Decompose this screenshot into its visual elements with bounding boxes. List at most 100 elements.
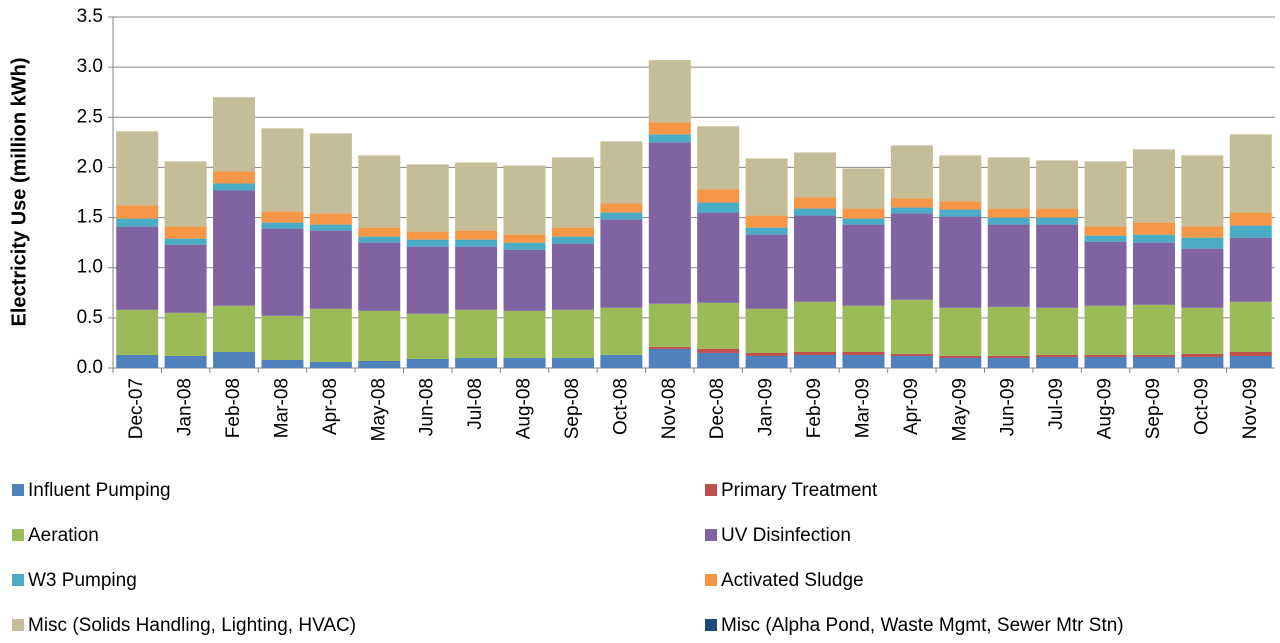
bar-segment bbox=[600, 141, 643, 204]
x-tick-label: Feb-09 bbox=[804, 378, 825, 438]
bar-segment bbox=[164, 355, 207, 368]
bar-segment bbox=[890, 145, 933, 199]
bar-segment bbox=[213, 190, 256, 306]
x-tick-label: Aug-08 bbox=[514, 378, 535, 439]
bar-segment bbox=[116, 354, 159, 368]
bar-segment bbox=[1229, 134, 1272, 213]
bar-segment bbox=[697, 189, 740, 203]
bar-segment bbox=[939, 216, 982, 308]
bar-segment bbox=[261, 128, 304, 212]
bar-segment bbox=[309, 230, 352, 309]
bar-segment bbox=[1181, 155, 1224, 227]
bar-segment bbox=[455, 230, 498, 240]
bar-segment bbox=[213, 351, 256, 368]
bar-segment bbox=[551, 236, 594, 244]
bar-segment bbox=[164, 226, 207, 239]
bar-segment bbox=[745, 352, 788, 356]
bar-segment bbox=[697, 302, 740, 349]
bar-segment bbox=[600, 212, 643, 220]
bar-segment bbox=[939, 355, 982, 358]
bar-segment bbox=[648, 122, 691, 135]
bar-segment bbox=[842, 218, 885, 225]
bar-segment bbox=[116, 205, 159, 219]
bar-segment bbox=[164, 238, 207, 245]
bar-segment bbox=[213, 305, 256, 352]
bar-segment bbox=[890, 213, 933, 300]
bar-segment bbox=[213, 183, 256, 191]
bar-segment bbox=[406, 231, 449, 240]
bar-segment bbox=[697, 348, 740, 353]
bar-segment bbox=[1084, 356, 1127, 368]
bar-segment bbox=[842, 168, 885, 209]
bar-segment bbox=[1181, 237, 1224, 249]
bar-segment bbox=[794, 152, 837, 198]
legend-label: Activated Sludge bbox=[721, 570, 864, 591]
x-tick-label: Oct-09 bbox=[1191, 378, 1212, 435]
bar-segment bbox=[1132, 149, 1175, 223]
bar-segment bbox=[116, 218, 159, 227]
bar-segment bbox=[164, 312, 207, 356]
bar-segment bbox=[987, 217, 1030, 225]
bar-segment bbox=[987, 224, 1030, 307]
bar-segment bbox=[648, 348, 691, 368]
bar-segment bbox=[648, 60, 691, 123]
bar-segment bbox=[890, 198, 933, 208]
bar-segment bbox=[794, 197, 837, 209]
bar-segment bbox=[261, 359, 304, 368]
bar-segment bbox=[551, 357, 594, 368]
bar-segment bbox=[600, 203, 643, 213]
bar-segment bbox=[1132, 234, 1175, 243]
bar-segment bbox=[890, 355, 933, 368]
legend-label: Influent Pumping bbox=[28, 480, 171, 501]
x-tick-label: Apr-09 bbox=[901, 378, 922, 435]
bar-segment bbox=[842, 354, 885, 368]
y-tick-label: 0.0 bbox=[77, 357, 103, 378]
y-tick-label: 1.0 bbox=[77, 257, 103, 278]
bar-segment bbox=[1181, 356, 1224, 368]
bar-segment bbox=[1036, 217, 1079, 225]
legend-swatch bbox=[705, 484, 717, 496]
bar-segment bbox=[939, 357, 982, 368]
bar-segment bbox=[987, 157, 1030, 209]
legend-swatch bbox=[12, 574, 24, 586]
bar-segment bbox=[551, 243, 594, 310]
bar-segment bbox=[116, 131, 159, 206]
bar-segment bbox=[697, 212, 740, 303]
bar-segment bbox=[745, 158, 788, 216]
bar-segment bbox=[261, 211, 304, 223]
y-tick-label: 2.5 bbox=[77, 106, 103, 127]
bar-segment bbox=[842, 208, 885, 219]
x-tick-label: Feb-08 bbox=[223, 378, 244, 438]
bar-segment bbox=[987, 208, 1030, 218]
bar-segment bbox=[745, 215, 788, 228]
bar-segment bbox=[1036, 307, 1079, 355]
bar-segment bbox=[1229, 225, 1272, 238]
bar-segment bbox=[890, 299, 933, 354]
bar-segment bbox=[455, 309, 498, 358]
bar-segment bbox=[261, 228, 304, 316]
legend-swatch bbox=[12, 619, 24, 631]
bar-segment bbox=[551, 309, 594, 358]
bar-segment bbox=[987, 306, 1030, 356]
bar-segment bbox=[1229, 351, 1272, 356]
bar-segment bbox=[1181, 226, 1224, 238]
bar-segment bbox=[648, 346, 691, 349]
x-tick-label: Dec-07 bbox=[126, 378, 147, 439]
bar-segment bbox=[406, 239, 449, 247]
bar-segment bbox=[503, 249, 546, 311]
bar-segment bbox=[358, 236, 401, 243]
legend-label: Aeration bbox=[28, 525, 99, 546]
bar-segment bbox=[503, 234, 546, 243]
x-tick-label: Jul-09 bbox=[1046, 378, 1067, 430]
bar-segment bbox=[1132, 304, 1175, 355]
bar-segment bbox=[116, 309, 159, 355]
bar-segment bbox=[1181, 307, 1224, 354]
bar-segment bbox=[794, 354, 837, 368]
bar-segment bbox=[358, 155, 401, 228]
bar-segment bbox=[1229, 355, 1272, 368]
bar-segment bbox=[551, 227, 594, 237]
bar-segment bbox=[939, 201, 982, 210]
bar-segment bbox=[406, 358, 449, 368]
x-tick-label: Aug-09 bbox=[1095, 378, 1116, 439]
bar-segment bbox=[987, 357, 1030, 368]
